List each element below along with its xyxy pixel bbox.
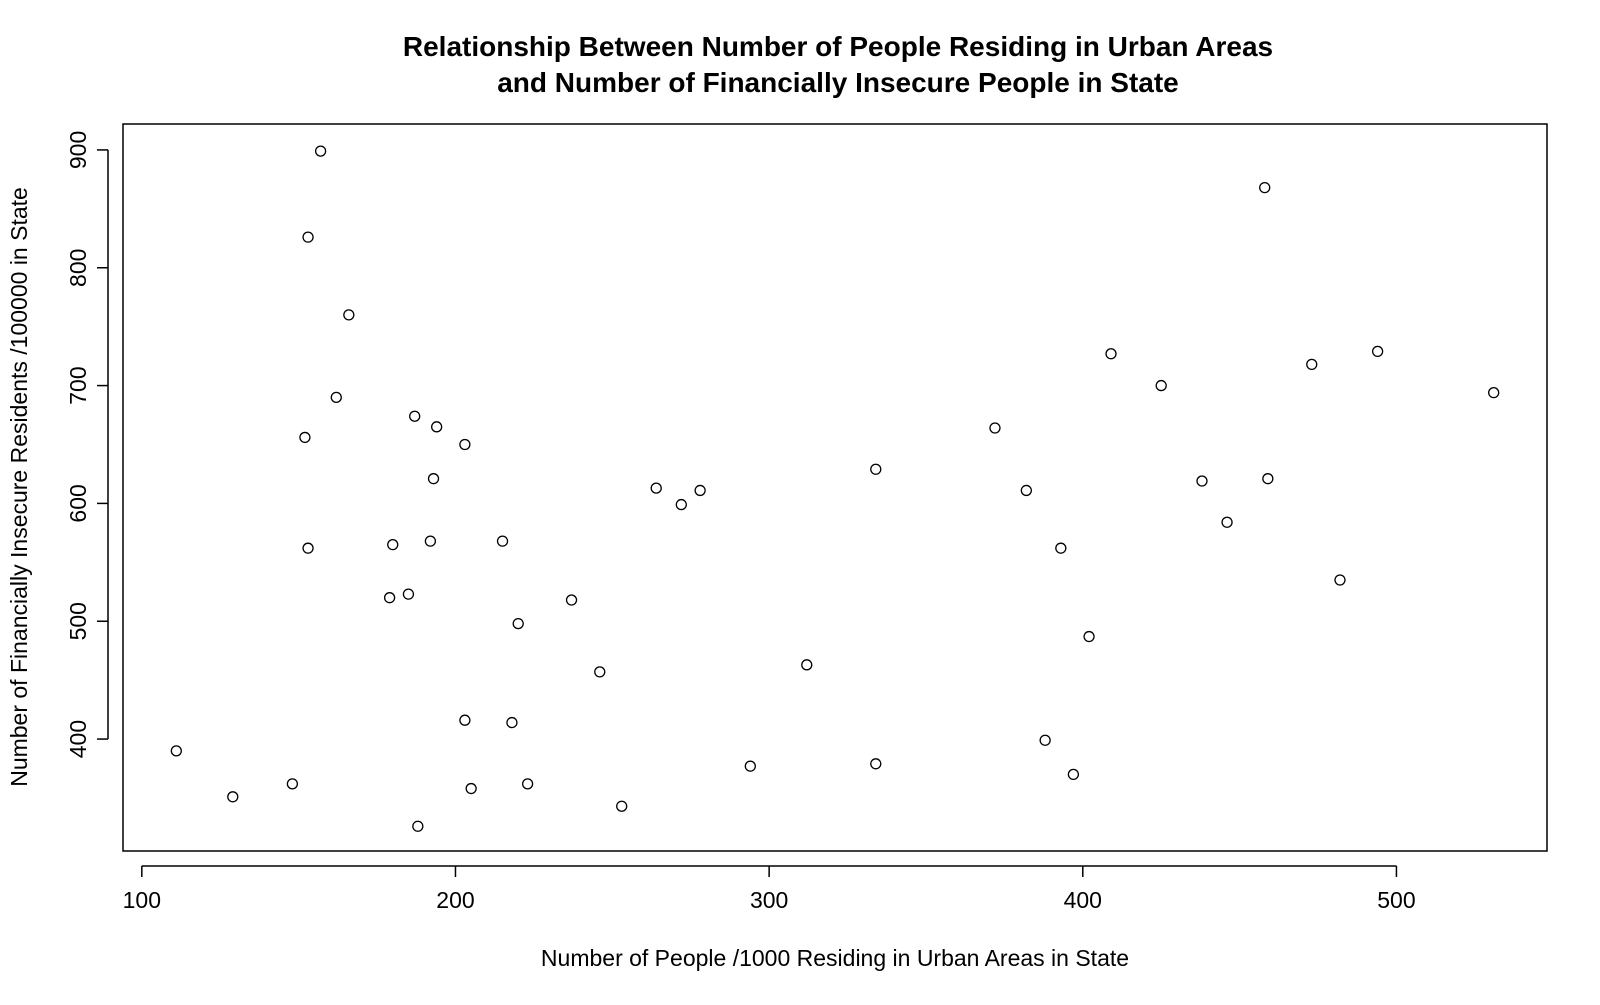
data-points [170, 145, 1500, 832]
data-point [1067, 768, 1080, 781]
data-point [424, 535, 437, 547]
x-tick-label: 400 [1064, 887, 1102, 913]
data-point [402, 588, 415, 600]
plot-area-frame [122, 123, 1548, 852]
data-point [989, 422, 1001, 434]
data-point [496, 535, 509, 547]
data-point [1334, 574, 1346, 586]
data-point [565, 594, 578, 606]
data-point [343, 309, 355, 321]
data-point [694, 484, 706, 497]
x-axis-label: Number of People /1000 Residing in Urban… [541, 945, 1129, 971]
chart-title-line-2: and Number of Financially Insecure Peopl… [497, 67, 1179, 98]
data-point [302, 542, 314, 554]
data-point [299, 431, 311, 444]
data-point [1259, 181, 1271, 194]
data-point [1262, 473, 1274, 485]
data-point [1155, 379, 1167, 392]
data-point [302, 231, 314, 243]
data-point [1306, 358, 1318, 371]
y-axis-label: Number of Financially Insecure Residents… [6, 187, 32, 787]
x-axis: 100 200 300 400 500 [123, 865, 1416, 913]
data-point [387, 538, 399, 551]
data-point [594, 666, 606, 678]
data-point [1083, 630, 1095, 643]
data-point [521, 778, 534, 790]
y-axis: 400 500 600 700 800 900 [65, 131, 109, 758]
data-point [286, 778, 299, 790]
data-point [1105, 348, 1117, 360]
data-point [427, 473, 440, 485]
y-tick-label: 700 [65, 366, 91, 404]
data-point [170, 745, 182, 757]
data-point [1488, 386, 1500, 399]
x-tick-label: 500 [1377, 887, 1415, 913]
y-tick-label: 800 [65, 249, 91, 287]
data-point [431, 421, 443, 433]
data-point [1020, 484, 1032, 497]
data-point [383, 592, 396, 604]
x-tick-label: 300 [750, 887, 788, 913]
data-point [675, 498, 687, 511]
data-point [465, 782, 477, 795]
chart-title-line-1: Relationship Between Number of People Re… [403, 31, 1273, 62]
data-point [1221, 516, 1233, 528]
data-point [506, 716, 518, 729]
data-point [314, 145, 327, 157]
data-point [616, 800, 628, 812]
x-tick-label: 100 [123, 887, 161, 913]
data-point [330, 391, 342, 404]
data-point [409, 410, 421, 422]
data-point [412, 820, 424, 832]
data-point [801, 659, 813, 671]
y-tick-label: 500 [65, 602, 91, 640]
data-point [459, 714, 471, 726]
data-point [459, 438, 471, 451]
y-tick-label: 400 [65, 720, 91, 758]
data-point [650, 482, 662, 494]
y-tick-label: 900 [65, 131, 91, 169]
data-point [1039, 734, 1051, 746]
data-point [1055, 542, 1067, 554]
data-point [870, 463, 882, 475]
x-tick-label: 200 [436, 887, 474, 913]
y-tick-label: 600 [65, 484, 91, 522]
data-point [1196, 475, 1208, 487]
data-point [512, 617, 524, 630]
data-point [870, 758, 882, 770]
data-point [744, 760, 756, 772]
data-point [1371, 345, 1384, 358]
data-point [227, 791, 239, 803]
